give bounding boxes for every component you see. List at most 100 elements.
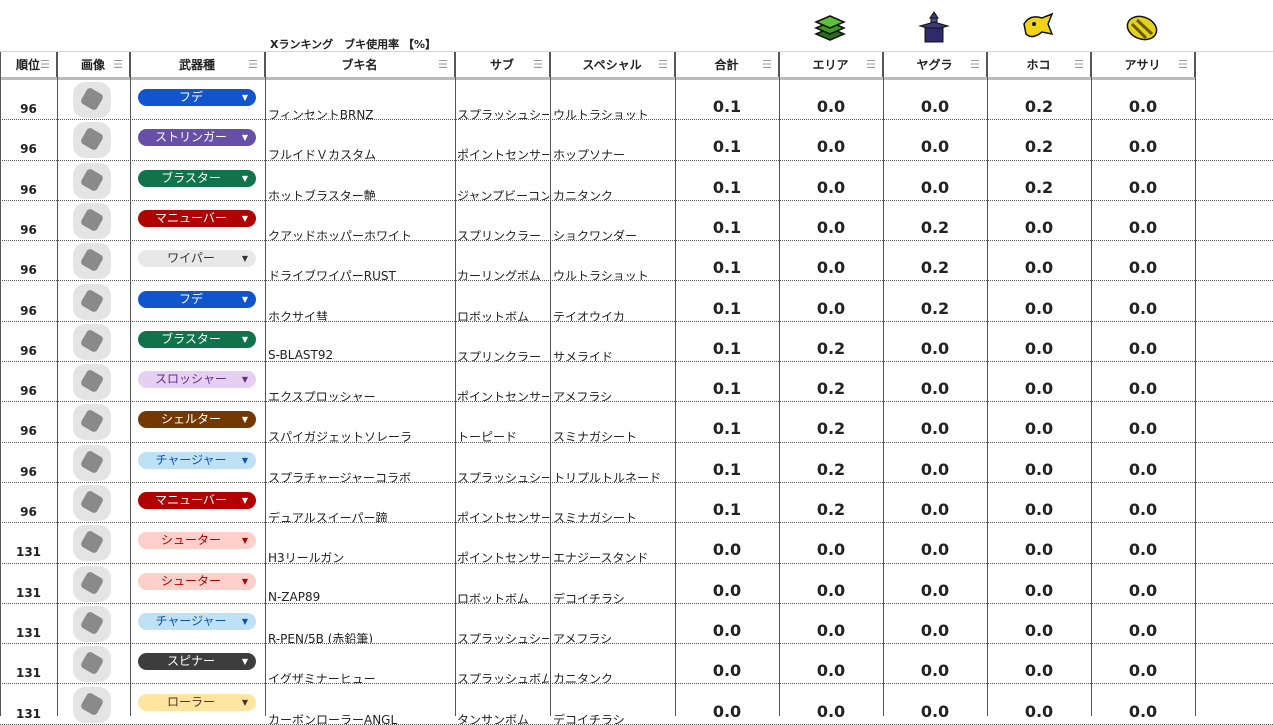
yagura-cell: 0.0 [920,540,950,560]
hoko-cell: 0.0 [1024,580,1054,600]
filter-icon[interactable]: ☰ [762,58,772,71]
weapon-type-dropdown[interactable]: ローラー ▼ [138,693,256,711]
chevron-down-icon: ▼ [241,536,248,546]
asari-cell: 0.0 [1128,661,1158,681]
yagura-cell: 0.0 [920,137,950,157]
filter-icon[interactable]: ☰ [438,58,448,71]
weapon-type-dropdown[interactable]: スロッシャー ▼ [138,371,256,389]
special-cell: スミナガシート [553,511,638,523]
total-cell: 0.0 [712,661,742,681]
hoko-cell: 0.0 [1024,459,1054,479]
yagura-cell: 0.0 [920,97,950,116]
filter-icon[interactable]: ☰ [970,58,980,71]
rank-cell: 96 [20,384,37,399]
asari-cell: 0.0 [1128,419,1158,439]
table-row: 96 ブラスター ▼ ホットブラスター艶 ジャンプビーコン カニタンク 0.1 0.0 0.0 0… [0,161,1273,201]
filter-icon[interactable]: ☰ [40,58,50,71]
asari-cell: 0.0 [1128,500,1158,519]
yagura-cell: 0.0 [920,177,950,197]
area-cell: 0.0 [816,137,846,157]
weapon-type-dropdown[interactable]: マニューバー ▼ [138,209,256,227]
rank-cell: 131 [15,625,42,640]
asari-cell: 0.0 [1128,217,1158,237]
chevron-down-icon: ▼ [241,334,248,344]
rank-cell: 131 [15,545,42,560]
weapon-type-dropdown[interactable]: チャージャー ▼ [138,451,256,469]
filter-icon[interactable]: ☰ [248,58,258,71]
weapon-type-dropdown[interactable]: ブラスター ▼ [138,169,256,187]
asari-cell: 0.0 [1128,701,1158,721]
weapon-type-dropdown[interactable]: フデ ▼ [138,89,256,106]
weapon-type-dropdown[interactable]: ブラスター ▼ [138,330,256,348]
header-sub: サブ ☰ [455,52,550,77]
rank-cell: 131 [15,585,42,600]
header-label: スペシャル [582,58,642,72]
hoko-icon [1023,12,1054,38]
weapon-name-cell: ドライブワイパーRUST [268,269,396,281]
column-divider [130,52,131,716]
total-cell: 0.1 [712,258,742,278]
special-cell: エナジースタンド [553,551,649,563]
area-cell: 0.0 [816,540,846,560]
weapon-name-cell: スパイガジェットソレーラ [268,430,413,442]
column-divider [455,52,456,716]
weapon-type-dropdown[interactable]: スピナー ▼ [138,653,256,671]
asari-cell: 0.0 [1128,338,1158,358]
weapon-image [73,243,111,280]
weapon-type-dropdown[interactable]: フデ ▼ [138,290,256,308]
total-cell: 0.0 [712,540,742,560]
yagura-cell: 0.0 [920,620,950,640]
rank-cell: 131 [15,706,42,721]
column-divider [779,52,780,716]
table-row: 96 チャージャー ▼ スプラチャージャーコラボ スプラッシュシールドトリプルトルネード… [0,443,1273,483]
sub-cell: ポイントセンサー [457,390,549,402]
sheet-title: Xランキング ブキ使用率 【%】 [270,38,437,51]
hoko-cell: 0.2 [1024,137,1054,157]
hoko-cell: 0.0 [1024,298,1054,318]
filter-icon[interactable]: ☰ [1074,58,1084,71]
weapon-name-cell: カーボンローラーANGL [268,712,398,724]
chevron-down-icon: ▼ [241,415,248,425]
header-image: 画像 ☰ [57,52,130,77]
header-label: サブ [489,58,514,72]
chevron-down-icon: ▼ [241,173,248,183]
total-cell: 0.1 [712,97,742,116]
hoko-cell: 0.0 [1024,217,1054,237]
weapon-type-dropdown[interactable]: チャージャー ▼ [138,612,256,630]
weapon-name-cell: フルイドＶカスタム [268,148,377,160]
weapon-type-dropdown[interactable]: シェルター ▼ [138,411,256,429]
weapon-image [73,364,111,401]
yagura-cell: 0.0 [920,459,950,479]
yagura-cell: 0.2 [920,217,950,237]
weapon-name-cell: クアッドホッパーホワイト [268,228,413,241]
special-cell: スミナガシート [553,430,638,442]
weapon-type-label: シェルター [160,412,221,427]
special-cell: アメフラシ [553,631,613,644]
weapon-type-label: シューター [160,533,221,548]
weapon-type-dropdown[interactable]: マニューバー ▼ [138,492,256,509]
filter-icon[interactable]: ☰ [1178,58,1188,71]
sub-cell: スプラッシュボム [457,672,549,684]
filter-icon[interactable]: ☰ [533,58,543,71]
filter-icon[interactable]: ☰ [113,58,123,71]
table-row: 131 ローラー ▼ カーボンローラーANGL タンサンボム デコイチラシ 0.0 0.0 0.… [0,685,1273,725]
sub-cell: ロボットボム [457,591,530,603]
header-label: ヤグラ [916,58,953,72]
filter-icon[interactable]: ☰ [866,58,876,71]
rank-cell: 131 [15,666,42,681]
sub-cell: スプラッシュシールド [457,108,549,120]
asari-cell: 0.0 [1128,137,1158,157]
weapon-type-dropdown[interactable]: シューター ▼ [138,572,256,590]
table-row: 96 マニューバー ▼ デュアルスイーパー蹄 ポイントセンサー スミナガシート 0.1 0.2… [0,483,1273,524]
weapon-type-dropdown[interactable]: ストリンガー ▼ [138,129,256,147]
weapon-image [73,444,111,481]
weapon-type-dropdown[interactable]: シューター ▼ [138,532,256,550]
asari-cell: 0.0 [1128,298,1158,318]
sub-cell: ポイントセンサー [457,148,549,160]
title-row [0,0,1273,52]
weapon-type-dropdown[interactable]: ワイパー ▼ [138,250,256,268]
filter-icon[interactable]: ☰ [658,58,668,71]
area-cell: 0.0 [816,298,846,318]
header-label: 合計 [714,58,739,72]
table-row: 96 ストリンガー ▼ フルイドＶカスタム ポイントセンサー ホップソナー 0.1 0.0 0.… [0,120,1273,161]
